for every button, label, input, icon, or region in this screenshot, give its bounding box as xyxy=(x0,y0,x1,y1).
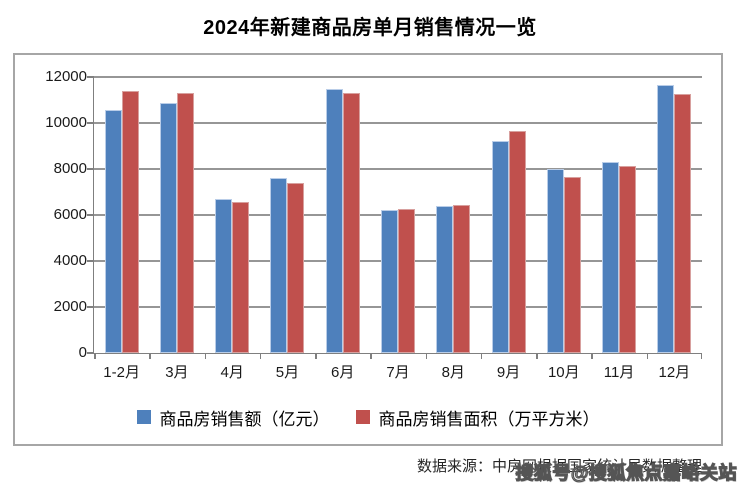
watermark-text: 搜狐号@搜狐焦点嘉峪关站 xyxy=(515,462,737,483)
plot-area: 0 2000 4000 6000 8000 10000 12000 1-2月 3月 4月 5月 6月 7… xyxy=(45,69,702,381)
y-axis-tick xyxy=(87,260,94,262)
x-axis-label: 4月 xyxy=(220,364,244,381)
legend-label: 商品房销售面积（万平方米） xyxy=(378,409,600,429)
bar-12月-series1 xyxy=(674,94,692,353)
y-axis-tick xyxy=(87,214,94,216)
bar-4月-series0 xyxy=(215,198,233,353)
bar-6月-series0 xyxy=(325,88,343,353)
data-source-text: 数据来源：中房网根据国家统计局数据整理 xyxy=(416,458,702,475)
bar-8月-series1 xyxy=(453,204,471,353)
x-axis-label: 8月 xyxy=(441,364,465,381)
x-axis-label: 9月 xyxy=(496,364,521,381)
bar-1-2月-series1 xyxy=(121,90,139,353)
gridline xyxy=(94,122,702,124)
x-axis-tick xyxy=(370,353,372,359)
legend-item-series0: 商品房销售额（亿元） xyxy=(136,405,330,430)
x-axis-tick xyxy=(149,353,151,359)
chart-legend: 商品房销售额（亿元） 商品房销售面积（万平方米） xyxy=(15,404,721,430)
bar-9月-series0 xyxy=(491,141,509,353)
y-axis-label: 4000 xyxy=(53,252,87,269)
bar-11月-series1 xyxy=(619,165,637,353)
x-axis-tick xyxy=(536,353,538,359)
x-axis-tick xyxy=(425,353,428,359)
legend-label: 商品房销售额（亿元） xyxy=(159,409,330,429)
y-axis-label: 8000 xyxy=(53,160,87,177)
x-axis-label: 12月 xyxy=(658,364,691,381)
x-axis-label: 11月 xyxy=(603,364,635,381)
x-axis-label: 3月 xyxy=(165,364,189,381)
x-axis-tick xyxy=(315,353,317,359)
bar-3月-series0 xyxy=(159,103,177,353)
x-axis-tick xyxy=(591,353,593,359)
y-axis-label: 0 xyxy=(78,344,87,361)
x-axis-tick xyxy=(259,353,262,359)
bar-6月-series1 xyxy=(342,93,360,353)
x-axis-label: 1-2月 xyxy=(103,364,140,381)
x-axis-tick xyxy=(646,353,649,359)
gridline xyxy=(94,76,702,78)
y-axis-label: 2000 xyxy=(53,298,87,315)
x-axis-tick xyxy=(700,353,702,359)
x-axis-tick xyxy=(94,353,96,359)
legend-swatch-blue xyxy=(136,410,151,424)
bar-4月-series1 xyxy=(232,202,250,353)
bar-8月-series0 xyxy=(436,205,454,353)
bar-11月-series0 xyxy=(602,162,620,353)
page-title: 2024年新建商品房单月销售情况一览 xyxy=(203,17,537,39)
x-axis-tick xyxy=(480,353,483,359)
bar-5月-series1 xyxy=(287,182,305,353)
x-axis-label: 10月 xyxy=(547,364,580,381)
y-axis-label: 6000 xyxy=(53,206,87,223)
bar-10月-series1 xyxy=(563,177,581,353)
y-axis-tick xyxy=(87,168,94,170)
y-axis-tick xyxy=(87,306,94,308)
bar-9月-series1 xyxy=(508,131,526,353)
y-axis-tick xyxy=(87,122,94,124)
y-axis-label: 12000 xyxy=(45,68,87,85)
legend-swatch-red xyxy=(355,410,370,424)
x-axis-label: 6月 xyxy=(331,364,355,381)
x-axis-tick xyxy=(204,353,207,359)
x-axis-label: 5月 xyxy=(275,364,300,381)
bar-7月-series0 xyxy=(381,210,398,353)
chart-frame: 0 2000 4000 6000 8000 10000 12000 1-2月 3月 4月 5月 6月 7… xyxy=(13,53,723,446)
bar-3月-series1 xyxy=(176,93,194,353)
bar-1-2月-series0 xyxy=(104,110,122,353)
bar-5月-series0 xyxy=(270,178,288,353)
bar-10月-series0 xyxy=(546,169,564,353)
legend-item-series1: 商品房销售面积（万平方米） xyxy=(355,405,600,430)
y-axis-tick xyxy=(87,352,94,354)
x-axis-label: 7月 xyxy=(386,364,410,381)
bar-12月-series0 xyxy=(657,85,675,353)
gridline xyxy=(94,168,702,170)
y-axis-tick xyxy=(87,76,94,78)
y-axis-label: 10000 xyxy=(45,114,87,131)
bar-7月-series1 xyxy=(398,209,415,353)
